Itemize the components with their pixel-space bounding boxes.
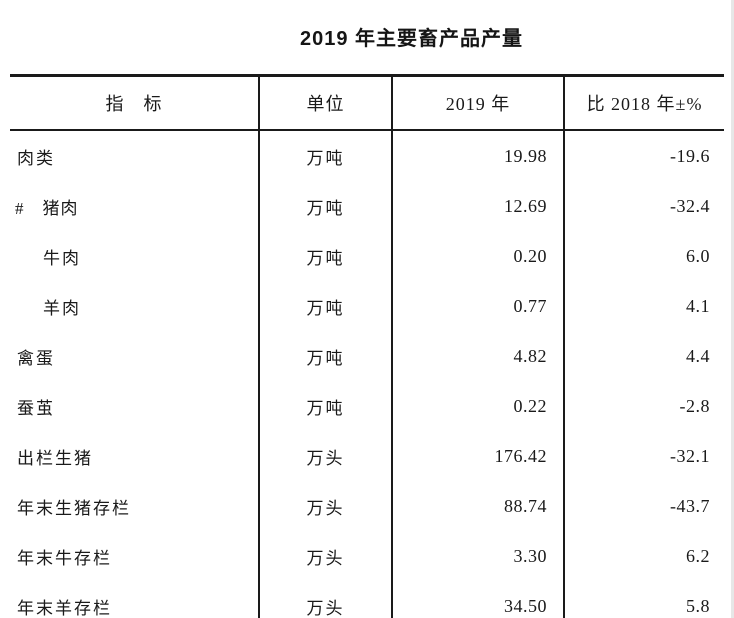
row-value-2019: 0.22 bbox=[391, 381, 564, 431]
row-unit: 万头 bbox=[258, 431, 392, 481]
row-value-2019: 19.98 bbox=[391, 130, 564, 181]
row-unit: 万吨 bbox=[258, 281, 392, 331]
col-header-indicator: 指 标 bbox=[10, 75, 259, 131]
row-value-2019: 88.74 bbox=[391, 481, 564, 531]
row-change-pct: 6.2 bbox=[563, 531, 724, 581]
row-label: 蚕茧 bbox=[17, 398, 55, 418]
row-unit: 万吨 bbox=[258, 181, 392, 231]
row-label: 年末羊存栏 bbox=[17, 598, 112, 618]
row-unit: 万吨 bbox=[258, 381, 392, 431]
row-change-pct: 4.1 bbox=[563, 281, 724, 331]
page-right-edge bbox=[731, 0, 734, 618]
table-row-beef: 牛肉 万吨 0.20 6.0 bbox=[10, 231, 724, 281]
row-unit: 万头 bbox=[258, 531, 392, 581]
row-change-pct: 4.4 bbox=[563, 331, 724, 381]
header-row: 指 标 单位 2019 年 比 2018 年±% bbox=[10, 75, 724, 131]
row-label: 肉类 bbox=[17, 148, 55, 168]
row-change-pct: 5.8 bbox=[563, 581, 724, 618]
row-label: 年末生猪存栏 bbox=[17, 498, 131, 518]
table-row-pork: # 猪肉 万吨 12.69 -32.4 bbox=[10, 181, 724, 231]
table-row-eggs: 禽蛋 万吨 4.82 4.4 bbox=[10, 331, 724, 381]
row-value-2019: 0.77 bbox=[391, 281, 564, 331]
row-unit: 万吨 bbox=[258, 331, 392, 381]
row-label: 年末牛存栏 bbox=[17, 548, 112, 568]
row-unit: 万头 bbox=[258, 481, 392, 531]
row-label: 禽蛋 bbox=[17, 348, 55, 368]
row-value-2019: 0.20 bbox=[391, 231, 564, 281]
table-row-sheep-yearend: 年末羊存栏 万头 34.50 5.8 bbox=[10, 581, 724, 618]
row-label: 牛肉 bbox=[43, 248, 81, 268]
row-change-pct: -43.7 bbox=[563, 481, 724, 531]
table-title: 2019 年主要畜产品产量 bbox=[300, 28, 524, 50]
row-value-2019: 34.50 bbox=[391, 581, 564, 618]
table-row-hogs-yearend: 年末生猪存栏 万头 88.74 -43.7 bbox=[10, 481, 724, 531]
row-unit: 万头 bbox=[258, 581, 392, 618]
row-value-2019: 176.42 bbox=[391, 431, 564, 481]
table-row-hogs-slaughtered: 出栏生猪 万头 176.42 -32.1 bbox=[10, 431, 724, 481]
row-change-pct: -32.4 bbox=[563, 181, 724, 231]
row-unit: 万吨 bbox=[258, 231, 392, 281]
table-row-meat: 肉类 万吨 19.98 -19.6 bbox=[10, 130, 724, 181]
col-header-unit: 单位 bbox=[258, 75, 392, 131]
row-label: 出栏生猪 bbox=[17, 448, 93, 468]
col-header-2019: 2019 年 bbox=[391, 75, 564, 131]
table-row-silkworm-cocoons: 蚕茧 万吨 0.22 -2.8 bbox=[10, 381, 724, 431]
row-change-pct: -32.1 bbox=[563, 431, 724, 481]
row-change-pct: -2.8 bbox=[563, 381, 724, 431]
row-label: # 猪肉 bbox=[15, 198, 79, 218]
livestock-output-table: 指 标 单位 2019 年 比 2018 年±% 肉类 万吨 19.98 -19… bbox=[10, 74, 724, 618]
row-change-pct: -19.6 bbox=[563, 130, 724, 181]
table-row-cattle-yearend: 年末牛存栏 万头 3.30 6.2 bbox=[10, 531, 724, 581]
row-value-2019: 3.30 bbox=[391, 531, 564, 581]
col-header-vs-2018: 比 2018 年±% bbox=[563, 75, 724, 131]
row-value-2019: 4.82 bbox=[391, 331, 564, 381]
row-label: 羊肉 bbox=[43, 298, 81, 318]
row-unit: 万吨 bbox=[258, 130, 392, 181]
row-change-pct: 6.0 bbox=[563, 231, 724, 281]
table-row-mutton: 羊肉 万吨 0.77 4.1 bbox=[10, 281, 724, 331]
row-value-2019: 12.69 bbox=[391, 181, 564, 231]
